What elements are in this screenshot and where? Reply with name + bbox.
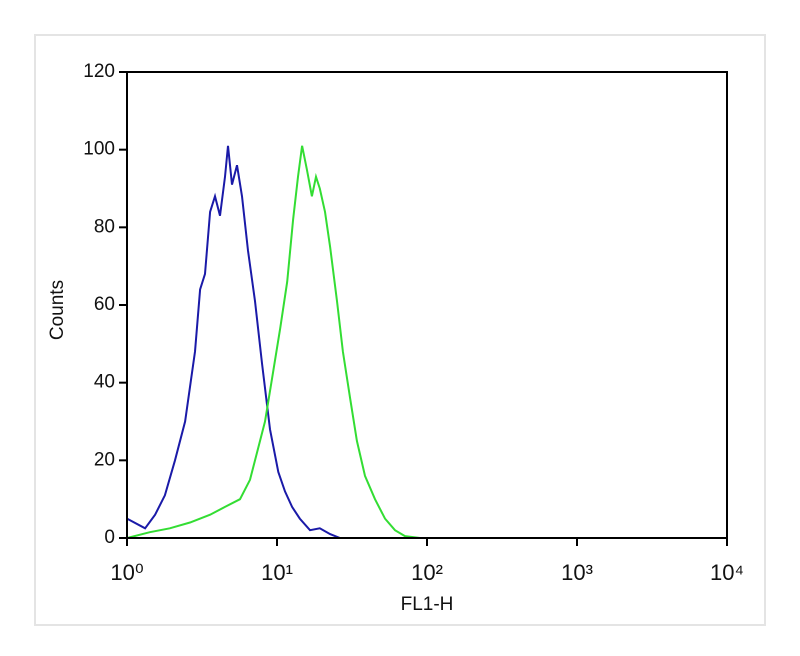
x-axis-label: FL1-H [401, 594, 454, 615]
y-tick-label: 60 [94, 294, 115, 315]
y-tick-label: 0 [104, 527, 115, 548]
x-tick-label: 10³ [561, 560, 593, 585]
x-tick-label: 10⁰ [110, 560, 143, 585]
y-tick-label: 80 [94, 216, 115, 237]
y-tick-label: 100 [83, 139, 115, 160]
x-tick-label: 10⁴ [710, 560, 744, 585]
histogram-line [126, 145, 727, 539]
y-axis-label: Counts [47, 280, 68, 340]
histogram-line [126, 145, 727, 539]
y-tick-label: 20 [94, 449, 115, 470]
y-tick-label: 120 [83, 61, 115, 82]
x-tick-label: 10¹ [261, 560, 293, 585]
y-tick-label: 40 [94, 372, 115, 393]
outer-frame [34, 34, 766, 626]
x-tick-label: 10² [411, 560, 443, 585]
plot-frame [126, 71, 728, 539]
